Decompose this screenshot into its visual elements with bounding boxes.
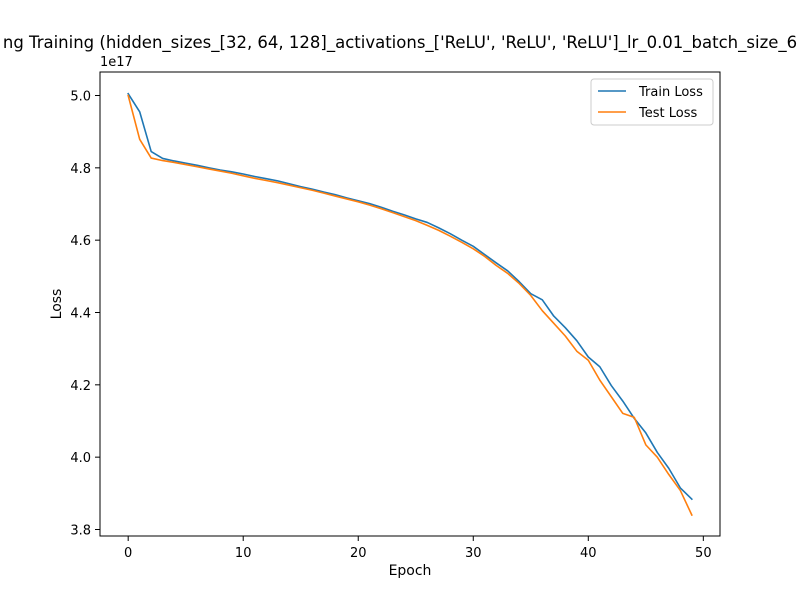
plot-frame [99,71,721,537]
y-offset-label: 1e17 [100,55,133,70]
chart-title: ng Training (hidden_sizes_[32, 64, 128]_… [3,33,797,53]
legend: Train Loss Test Loss [590,78,714,126]
y-tick-label: 4.8 [70,162,91,177]
x-tick-label: 40 [580,546,597,561]
x-tick-label: 10 [235,546,252,561]
y-axis-label: Loss [49,289,65,320]
y-tick-label: 5.0 [70,90,91,105]
y-tick-label: 4.6 [70,234,91,249]
y-tick-label: 4.4 [70,306,91,321]
legend-label: Train Loss [638,85,703,100]
series-line-test-loss [127,94,693,517]
y-axis-ticks: 3.8 4.0 4.2 4.4 4.6 4.8 5.0 [70,90,100,538]
legend-items: Train Loss Test Loss [598,85,703,121]
y-tick-label: 4.0 [70,451,91,466]
y-tick-label: 3.8 [70,523,91,538]
x-tick-label: 30 [465,546,482,561]
legend-label: Test Loss [638,106,697,121]
x-tick-label: 50 [695,546,712,561]
series-line-train-loss [127,92,693,501]
y-tick-label: 4.2 [70,379,91,394]
x-axis-ticks: 0 10 20 30 40 50 [124,536,712,561]
x-tick-label: 20 [350,546,367,561]
x-axis-label: Epoch [389,563,432,579]
plot-area [99,71,721,537]
x-tick-label: 0 [124,546,132,561]
series-layer [127,92,693,517]
